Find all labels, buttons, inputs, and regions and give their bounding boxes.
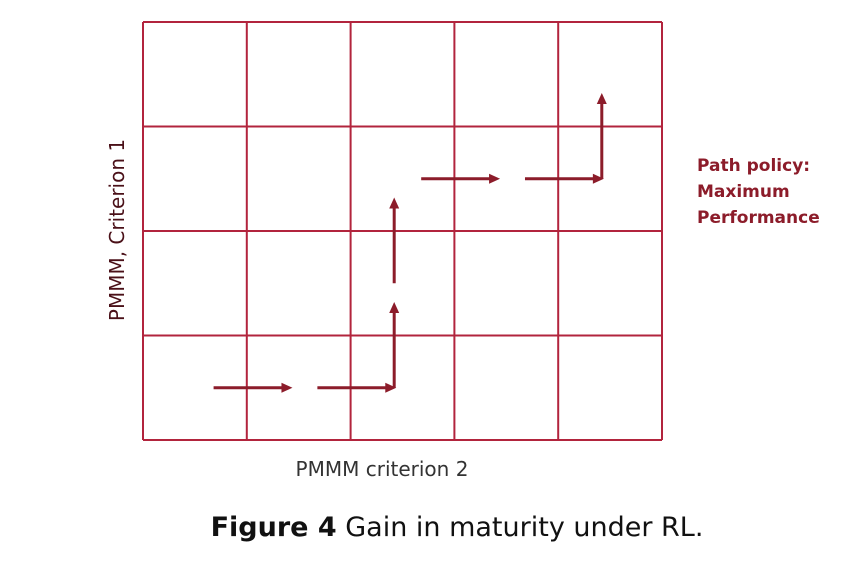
- x-axis-label: PMMM criterion 2: [296, 457, 469, 481]
- path-arrow-right: [213, 382, 293, 393]
- path-arrows: [213, 93, 607, 393]
- path-arrow-right: [524, 173, 604, 184]
- grid: [142, 21, 663, 441]
- path-arrow-up: [596, 93, 607, 179]
- arrow-head: [281, 382, 293, 393]
- figure-caption-text: Gain in maturity under RL.: [337, 512, 704, 543]
- arrow-head: [596, 93, 607, 105]
- arrow-head: [592, 173, 604, 184]
- figure-caption: Figure 4 Gain in maturity under RL.: [211, 512, 704, 543]
- path-arrow-right: [317, 382, 397, 393]
- policy-label-line-1: Path policy:: [697, 156, 810, 176]
- policy-label-line-3: Performance: [697, 208, 820, 228]
- figure-number: Figure 4: [211, 512, 337, 543]
- path-arrow-right: [421, 173, 501, 184]
- arrow-head: [389, 302, 400, 314]
- arrow-head: [385, 382, 397, 393]
- policy-label-line-2: Maximum: [697, 182, 790, 202]
- path-arrow-up: [389, 197, 400, 284]
- arrow-head: [389, 197, 400, 209]
- y-axis-label: PMMM, Criterion 1: [105, 139, 129, 321]
- arrow-head: [489, 173, 501, 184]
- policy-label: Path policy: Maximum Performance: [697, 156, 820, 228]
- path-arrow-up: [389, 302, 400, 388]
